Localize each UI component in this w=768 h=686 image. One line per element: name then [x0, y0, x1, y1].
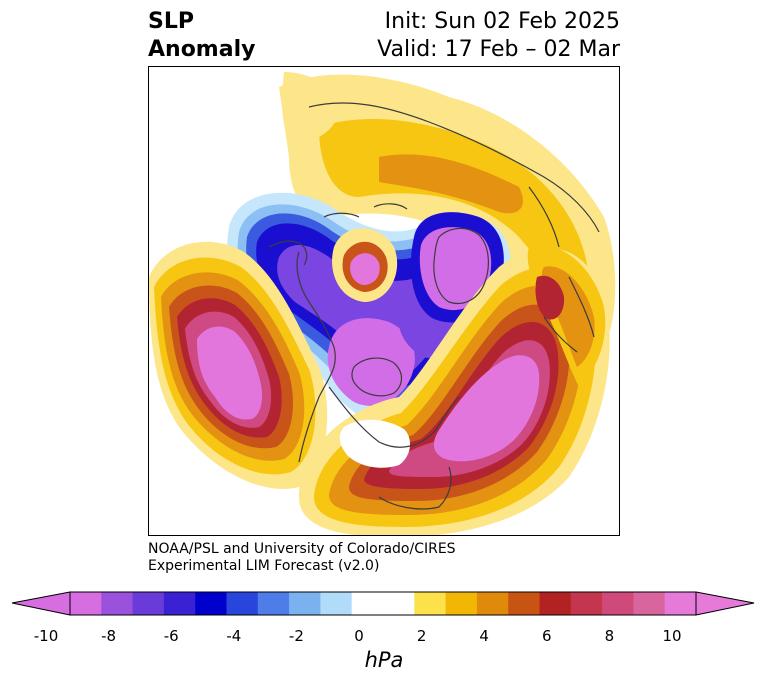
colorbar-extend-low — [11, 591, 71, 616]
colorbar-bin — [383, 592, 415, 615]
colorbar-tick-label: -2 — [288, 627, 304, 645]
forecast-dates: Init: Sun 02 Feb 2025 Valid: 17 Feb – 02… — [377, 8, 620, 64]
alaska-coastline — [268, 240, 308, 266]
colorbar-bin — [101, 592, 134, 615]
map-canvas — [149, 72, 616, 535]
colorbar-tick-label: 10 — [662, 627, 682, 645]
title-line-1: SLP — [148, 9, 194, 34]
colorbar-tick-label: 8 — [604, 627, 615, 645]
colorbar-bin — [351, 592, 384, 615]
colorbar-bin — [539, 592, 572, 615]
positive-anomaly-scandinavia — [535, 275, 565, 320]
anomaly-fields — [149, 72, 616, 535]
slp-anomaly-map — [148, 66, 620, 536]
colorbar-frame — [69, 591, 697, 616]
positive-anomaly-pacific-core — [197, 326, 262, 420]
coastlines — [268, 102, 600, 510]
hudson-bay-coastline — [351, 357, 403, 397]
colorbar-bin — [226, 592, 259, 615]
colorbar-tick-label: 0 — [354, 627, 364, 645]
arctic-islands-coastline — [323, 203, 408, 218]
colorbar — [11, 591, 755, 616]
colorbar-bin — [602, 592, 634, 615]
colorbar-tick-label: 2 — [416, 627, 427, 645]
colorbar-bin — [132, 592, 165, 615]
colorbar-bin — [257, 592, 290, 615]
colorbar-bin — [320, 592, 353, 615]
colorbar-bin — [508, 592, 540, 615]
credit-line-1: NOAA/PSL and University of Colorado/CIRE… — [148, 541, 456, 557]
map-title: SLP Anomaly — [148, 8, 255, 64]
neutral-band-us — [339, 419, 411, 468]
positive-anomaly-arctic-small-core — [350, 253, 380, 285]
colorbar-bin — [476, 592, 509, 615]
colorbar-bin — [414, 592, 447, 615]
credit-line-2: Experimental LIM Forecast (v2.0) — [148, 558, 380, 574]
colorbar-tick-label: -6 — [163, 627, 179, 645]
positive-anomaly-arctic-inner — [379, 154, 523, 214]
colorbar-tick-label: 4 — [479, 627, 489, 645]
north-america-coastline — [296, 251, 460, 510]
colorbar-bin — [445, 592, 478, 615]
colorbar-bin — [195, 592, 227, 615]
colorbar-tick-label: -8 — [101, 627, 117, 645]
colorbar-bin — [633, 592, 666, 615]
colorbar-bin — [70, 592, 102, 615]
map-credit: NOAA/PSL and University of Colorado/CIRE… — [148, 541, 456, 575]
negative-anomaly-canada-core — [327, 318, 415, 406]
colorbar-bin — [664, 592, 697, 615]
colorbar-bin — [289, 592, 321, 615]
colorbar-tick-label: -4 — [226, 627, 242, 645]
title-line-2: Anomaly — [148, 37, 256, 62]
colorbar-bin — [570, 592, 603, 615]
colorbar-bins — [70, 592, 697, 615]
colorbar-tick-label: -10 — [33, 627, 59, 645]
greenland-coastline — [433, 227, 489, 304]
colorbar-tick-label: 6 — [542, 627, 552, 645]
valid-range: Valid: 17 Feb – 02 Mar — [377, 37, 620, 62]
init-date: Init: Sun 02 Feb 2025 — [384, 9, 620, 34]
colorbar-bin — [163, 592, 196, 615]
colorbar-extend-high — [695, 591, 755, 616]
positive-anomaly-atlantic-core — [433, 355, 540, 462]
eurasia-coastline — [308, 102, 600, 353]
colorbar-unit: hPa — [364, 648, 404, 672]
